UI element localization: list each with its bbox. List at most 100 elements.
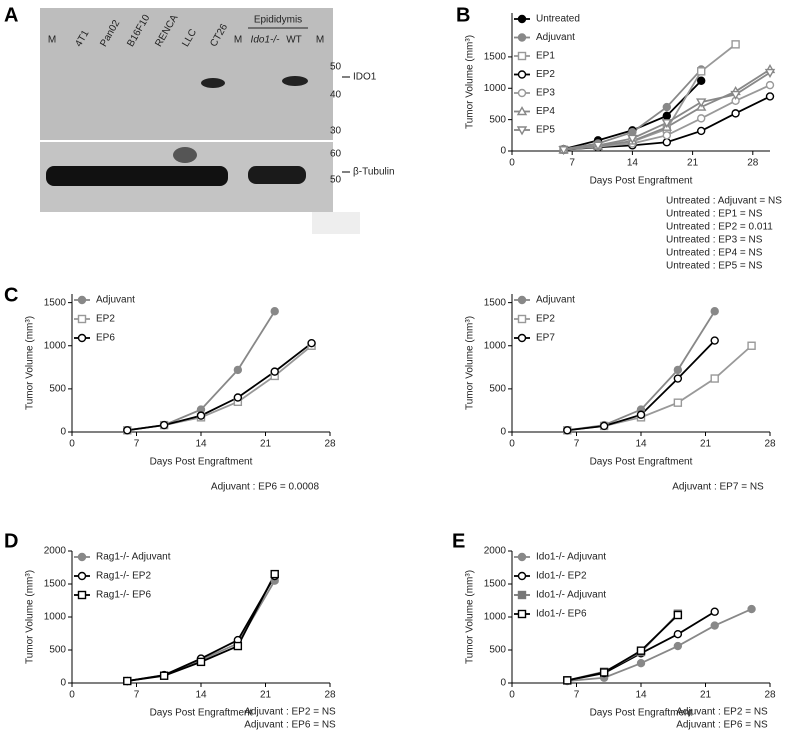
legend-marker (517, 609, 527, 619)
marker (563, 676, 572, 685)
y-tick-label: 1000 (44, 340, 67, 351)
marker (731, 40, 740, 49)
marker (558, 146, 569, 156)
legend-label: Ido1-/- Adjuvant (536, 552, 606, 563)
legend-marker (77, 590, 87, 600)
y-tick-label: 1500 (484, 297, 507, 308)
y-axis-label: Tumor Volume (mm³) (465, 35, 476, 129)
y-tick-label: 500 (49, 384, 66, 395)
legend-marker (517, 590, 527, 600)
panel-label: D (4, 530, 18, 552)
marker (765, 92, 775, 101)
marker (662, 138, 671, 147)
annotation: Adjuvant : EP6 = NS (676, 720, 768, 731)
y-tick-label: 0 (60, 427, 66, 438)
legend-label: EP1 (536, 51, 555, 62)
legend-marker (517, 571, 527, 581)
y-tick-label: 2000 (484, 546, 507, 557)
legend-label: EP2 (536, 69, 555, 80)
marker (307, 338, 316, 348)
marker (270, 307, 279, 316)
lane-label: Ido1-/- (251, 35, 281, 46)
panel-label: E (452, 530, 465, 552)
x-axis-label: Days Post Engraftment (590, 457, 693, 468)
legend-label: EP6 (96, 333, 115, 344)
y-tick-label: 1500 (44, 579, 67, 590)
legend-label: Untreated (536, 14, 580, 25)
marker (592, 141, 604, 151)
series-line (567, 614, 679, 682)
legend-label: Adjuvant (96, 295, 135, 306)
x-axis-label: Days Post Engraftment (150, 708, 253, 719)
y-tick-label: 500 (49, 645, 66, 656)
blot-top (40, 8, 333, 140)
blot-edge (312, 212, 360, 234)
y-tick-label: 1500 (484, 579, 507, 590)
chart: 0 500 1000 1500 2000 0 7 14 21 28 Days Post Engraf… (465, 546, 776, 731)
y-axis-label: Tumor Volume (mm³) (25, 570, 36, 664)
legend-marker (517, 88, 527, 98)
band-label: β-Tubulin (353, 167, 395, 178)
annotation: Adjuvant : EP2 = NS (676, 707, 768, 718)
marker (599, 421, 609, 431)
y-tick-label: 2000 (44, 546, 67, 557)
marker-label: 50 (330, 175, 342, 186)
annotation: Untreated : EP2 = 0.011 (666, 222, 773, 233)
legend-marker (516, 126, 528, 136)
legend-label: EP2 (536, 314, 555, 325)
marker (730, 90, 741, 100)
legend-label: EP3 (536, 88, 555, 99)
marker (233, 393, 243, 402)
chart: 0 500 1000 1500 0 7 14 21 28 Days Post Engraftmen… (25, 294, 336, 493)
series-line (127, 342, 313, 432)
marker (636, 646, 646, 655)
y-axis-label: Tumor Volume (mm³) (25, 316, 36, 410)
x-tick-label: 21 (260, 690, 272, 701)
legend-marker (517, 70, 527, 79)
marker (710, 621, 719, 630)
legend-marker (517, 552, 527, 562)
x-tick-label: 21 (260, 439, 272, 450)
annotation: Untreated : Adjuvant = NS (666, 196, 782, 207)
band (173, 147, 197, 163)
annotation: Untreated : EP3 = NS (666, 235, 763, 246)
legend-marker (517, 314, 527, 324)
legend-label: Ido1-/- Adjuvant (536, 590, 606, 601)
panel-label: A (4, 4, 18, 26)
y-tick-label: 1000 (484, 340, 507, 351)
annotation: Untreated : EP1 = NS (666, 209, 763, 220)
chart: 0 500 1000 1500 0 7 14 21 28 Days Post Engraftmen… (465, 13, 782, 272)
band-label: IDO1 (353, 72, 377, 83)
x-tick-label: 0 (509, 439, 515, 450)
legend-label: EP7 (536, 333, 555, 344)
legend-marker (517, 33, 527, 42)
x-tick-label: 14 (195, 690, 207, 701)
marker (710, 374, 719, 383)
x-axis-label: Days Post Engraftment (150, 457, 253, 468)
marker (731, 109, 740, 118)
marker (159, 671, 169, 680)
blot: M 4T1 Pan02 B16F10 RENCA LLC CT26 M Ido1… (40, 8, 395, 234)
legend-label: Rag1-/- Adjuvant (96, 552, 171, 563)
lane-label: M (48, 35, 56, 46)
marker-label: 40 (330, 90, 342, 101)
legend-label: Rag1-/- EP2 (96, 571, 151, 582)
marker (159, 420, 169, 430)
marker (710, 336, 719, 345)
legend-label: Adjuvant (536, 32, 575, 43)
band (46, 166, 228, 186)
legend-marker (516, 106, 528, 116)
marker (697, 76, 706, 85)
legend-label: Ido1-/- EP2 (536, 571, 587, 582)
marker (628, 127, 637, 137)
chart: 0 500 1000 1500 0 7 14 21 28 Days Post Engraftmen… (465, 294, 776, 493)
marker (764, 68, 776, 79)
marker (662, 102, 671, 112)
legend-marker (77, 333, 87, 343)
band (248, 166, 306, 184)
y-tick-label: 500 (489, 114, 506, 125)
marker (697, 114, 706, 123)
lane-label: WT (286, 35, 302, 46)
marker (673, 610, 683, 620)
